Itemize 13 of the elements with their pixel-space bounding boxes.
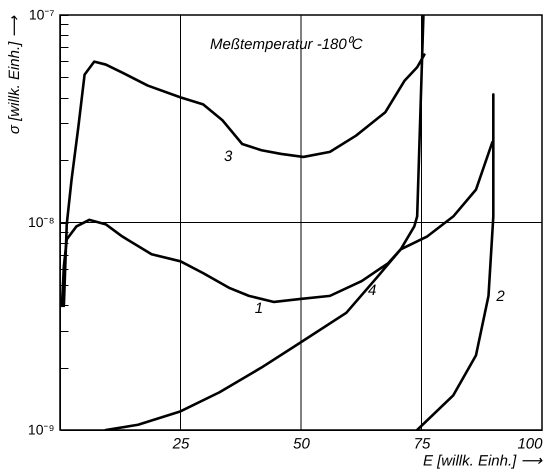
y-tick-label: 10⁻⁸ xyxy=(28,214,55,230)
series-label: 4 xyxy=(368,282,376,300)
x-tick-label: 50 xyxy=(293,436,310,452)
x-tick-label: 75 xyxy=(414,436,431,452)
x-axis-title: E [willk. Einh.] ⟶ xyxy=(422,452,544,470)
x-tick-label: 25 xyxy=(172,436,190,452)
y-tick-label: 10⁻⁷ xyxy=(28,6,54,22)
series-label: 1 xyxy=(254,300,264,317)
x-tick-label: 100 xyxy=(517,436,544,452)
y-tick-label: 10⁻⁹ xyxy=(28,422,54,438)
series-label: 2 xyxy=(495,288,506,305)
y-axis-title: σ [willk. Einh.] ⟶ xyxy=(6,14,23,134)
series-label: 3 xyxy=(224,148,234,165)
